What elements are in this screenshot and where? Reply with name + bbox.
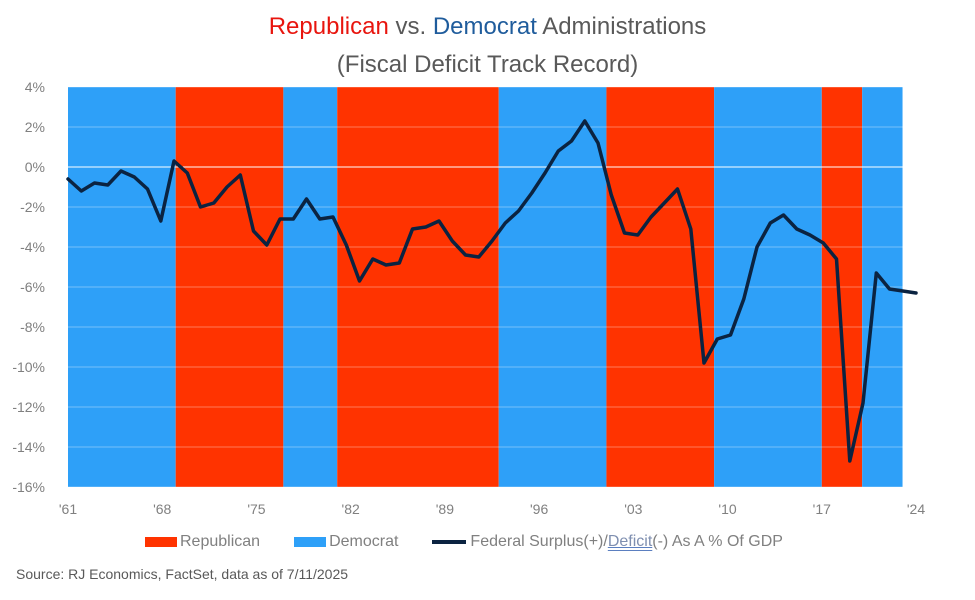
legend-label-democrat: Democrat [329,533,399,550]
source-note: Source: RJ Economics, FactSet, data as o… [16,566,349,582]
x-tick-label: '61 [59,501,77,517]
legend-item-deficit-line: Federal Surplus(+)/Deficit (-) As A % Of … [432,533,783,551]
y-tick-label: -10% [12,359,45,375]
gridlines [68,86,916,488]
chart-title: Republican vs. Democrat Administrations … [0,8,975,84]
y-tick-label: -8% [20,319,45,335]
deficit-series [66,119,918,463]
y-tick-label: -14% [12,439,45,455]
y-tick-label: -2% [20,199,45,215]
band-republican-1 [175,87,284,487]
legend-item-democrat: Democrat [294,533,398,551]
legend-label-deficit: Deficit [607,533,653,550]
x-tick-label: '24 [907,501,925,517]
x-tick-label: '10 [718,501,736,517]
title-line-2: (Fiscal Deficit Track Record) [336,51,639,78]
legend-item-republican: Republican [145,533,260,551]
x-tick-label: '03 [624,501,642,517]
x-tick-label: '96 [530,501,548,517]
x-tick-label: '17 [813,501,831,517]
administration-bands [68,87,903,487]
band-democrat-4 [498,87,607,487]
legend: Republican Democrat Federal Surplus(+)/D… [145,531,817,553]
x-axis: '61 '68 '75 '82 '89 '96 '03 '10 '17 '24 [59,501,925,517]
y-tick-label: 2% [25,119,45,135]
y-tick-label: 0% [25,159,45,175]
title-vs: vs. [388,13,433,40]
x-tick-label: '75 [247,501,265,517]
legend-swatch-democrat [294,537,327,547]
band-democrat-6 [714,87,822,487]
y-tick-label: -12% [12,399,45,415]
band-democrat-0 [68,87,176,487]
band-democrat-2 [283,87,338,487]
band-republican-7 [821,87,863,487]
legend-label-republican: Republican [180,533,261,550]
title-democrat: Democrat [432,13,537,40]
y-axis: 4% 2% 0% -2% -4% -6% -8% -10% -12% -14% -16% [12,79,45,495]
band-republican-3 [337,87,499,487]
legend-swatch-republican [145,537,177,547]
title-republican: Republican [268,13,389,40]
title-administrations: Administrations [536,13,707,40]
y-tick-label: -16% [12,479,45,495]
legend-label-line-prefix: Federal Surplus(+)/ [470,533,608,550]
title-line-1: Republican vs. Democrat Administrations [0,8,975,46]
x-tick-label: '82 [342,501,360,517]
x-tick-label: '68 [153,501,171,517]
y-tick-label: -4% [20,239,45,255]
x-tick-label: '89 [436,501,454,517]
y-tick-label: -6% [20,279,45,295]
legend-swatch-line [432,540,467,544]
band-democrat-8 [862,87,903,487]
y-tick-label: 4% [25,79,45,95]
legend-label-line-suffix: (-) As A % Of GDP [652,533,783,550]
